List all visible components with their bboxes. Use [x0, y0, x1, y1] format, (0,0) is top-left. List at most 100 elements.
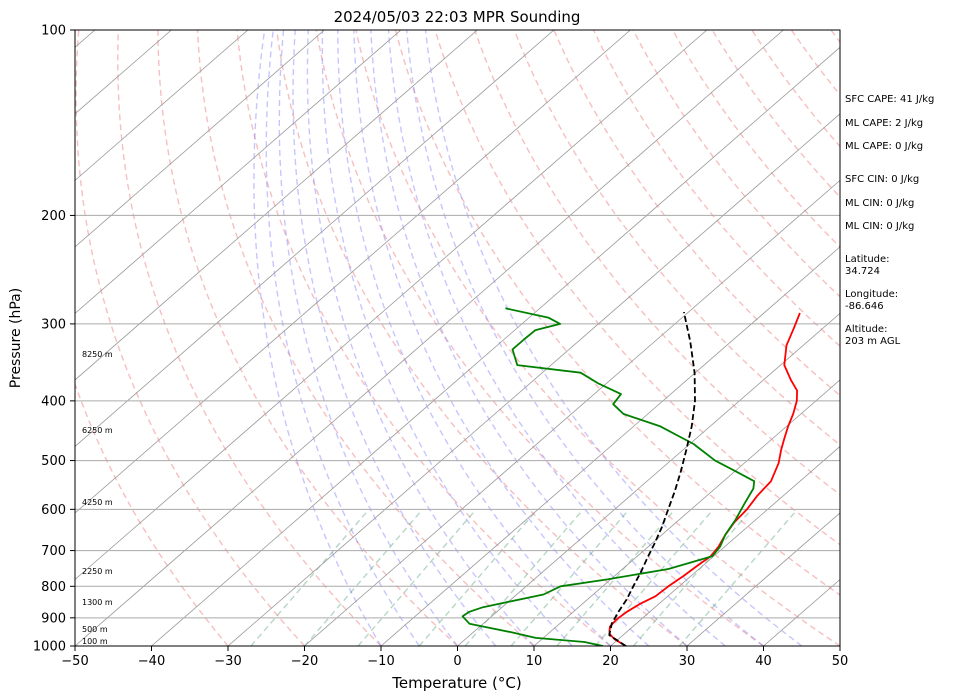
y-tick-label: 400 — [41, 394, 66, 409]
moist-adiabat — [387, 30, 726, 646]
mixing-ratio-line — [250, 508, 370, 646]
moist-adiabat — [292, 30, 497, 646]
dry-adiabat — [592, 30, 840, 348]
annotation-text: Altitude: — [845, 324, 887, 335]
moist-adiabat — [265, 30, 420, 646]
isotherm-line — [610, 445, 840, 646]
isotherm-line — [304, 179, 840, 646]
height-label: 2250 m — [82, 567, 113, 576]
annotation-text: 34.724 — [845, 266, 880, 277]
y-tick-label: 200 — [41, 209, 66, 224]
mixing-ratio-line — [510, 508, 630, 646]
x-tick-label: 0 — [453, 654, 461, 669]
isotherm-line — [75, 30, 631, 514]
x-tick-label: −30 — [214, 654, 241, 669]
dry-adiabat — [632, 30, 840, 298]
y-tick-label: 600 — [41, 503, 66, 518]
chart-title: 2024/05/03 22:03 MPR Sounding — [334, 8, 581, 26]
annotation-text: ML CIN: 0 J/kg — [845, 221, 914, 232]
dry-adiabat — [157, 30, 458, 646]
mixing-ratio-line — [632, 508, 753, 646]
dry-adiabat — [950, 30, 954, 646]
isotherm-line — [457, 312, 840, 646]
y-tick-label: 700 — [41, 544, 66, 559]
annotation-text: ML CAPE: 2 J/kg — [845, 118, 923, 129]
isotherm-line — [75, 30, 402, 314]
dewpoint-line — [461, 307, 756, 646]
dry-adiabat — [355, 30, 840, 646]
mixing-ratio-line — [357, 508, 477, 646]
moist-adiabat — [278, 30, 459, 646]
annotation-text: SFC CIN: 0 J/kg — [845, 174, 919, 185]
x-tick-label: 20 — [602, 654, 619, 669]
height-label: 8250 m — [82, 350, 113, 359]
annotation-text: ML CIN: 0 J/kg — [845, 198, 914, 209]
x-tick-label: −40 — [138, 654, 165, 669]
isotherm-line — [380, 246, 840, 646]
height-label: 4250 m — [82, 498, 113, 507]
mixing-ratio-line — [678, 508, 798, 646]
annotation-text: Latitude: — [845, 254, 890, 265]
mixing-ratio-line — [418, 508, 538, 646]
dry-adiabat — [236, 30, 611, 646]
dry-adiabat — [315, 30, 764, 646]
dry-adiabat — [553, 30, 840, 397]
parcel-path-line — [608, 311, 696, 646]
isotherm-line — [75, 30, 249, 181]
isotherm-line — [75, 30, 478, 381]
y-axis-label: Pressure (hPa) — [8, 288, 24, 388]
isotherm-line — [75, 30, 325, 248]
isotherm-line — [75, 30, 172, 115]
dry-adiabat — [276, 30, 688, 646]
moist-adiabat — [353, 30, 650, 646]
annotations: SFC CAPE: 41 J/kg ML CAPE: 2 J/kg ML CAPE:… — [845, 94, 934, 347]
mixing-ratio-line — [464, 508, 584, 646]
x-tick-label: −20 — [291, 654, 318, 669]
y-tick-label: 800 — [41, 580, 66, 595]
x-tick-label: 40 — [755, 654, 772, 669]
dry-adiabat — [394, 30, 840, 596]
plot-frame — [74, 29, 841, 647]
dry-adiabat — [196, 30, 535, 646]
x-tick-label: 10 — [526, 654, 543, 669]
moist-adiabat — [406, 30, 764, 646]
isotherm-line — [227, 113, 840, 646]
annotation-text: -86.646 — [845, 301, 884, 312]
ticks-layer: −50 −40 −30 −20 −10 0 10 20 30 40 50 100 200 300 400 50… — [33, 24, 848, 670]
dry-adiabat — [711, 30, 840, 199]
x-tick-label: −50 — [61, 654, 88, 669]
annotation-text: ML CAPE: 0 J/kg — [845, 141, 923, 152]
y-tick-label: 500 — [41, 454, 66, 469]
dry-adiabat — [117, 30, 382, 646]
dry-adiabat — [474, 30, 840, 496]
isotherm-line — [151, 46, 840, 646]
temperature-line — [608, 312, 801, 646]
mixing-ratio-line — [303, 508, 424, 646]
gridlines — [75, 30, 840, 646]
dry-adiabat — [75, 30, 306, 646]
series-layer — [461, 307, 801, 646]
moist-adiabat — [337, 30, 611, 646]
x-tick-label: 30 — [679, 654, 696, 669]
isotherm-line — [75, 30, 708, 581]
x-tick-label: 50 — [832, 654, 849, 669]
height-label: 1300 m — [82, 598, 113, 607]
y-tick-label: 300 — [41, 317, 66, 332]
height-label: 500 m — [82, 625, 108, 634]
y-tick-label: 900 — [41, 611, 66, 626]
isotherm-line — [533, 379, 840, 646]
moist-adiabat — [306, 30, 535, 646]
background-lines — [75, 30, 954, 646]
mixing-ratio-line — [594, 508, 714, 646]
x-tick-label: −10 — [367, 654, 394, 669]
isotherm-line — [75, 30, 784, 646]
y-tick-label: 1000 — [33, 640, 66, 655]
moist-adiabat — [370, 30, 688, 646]
annotation-text: SFC CAPE: 41 J/kg — [845, 94, 934, 105]
height-label: 100 m — [82, 637, 108, 646]
isotherm-line — [686, 512, 840, 646]
annotation-text: Longitude: — [845, 289, 898, 300]
dry-adiabat — [434, 30, 840, 546]
moist-adiabat — [253, 30, 382, 646]
